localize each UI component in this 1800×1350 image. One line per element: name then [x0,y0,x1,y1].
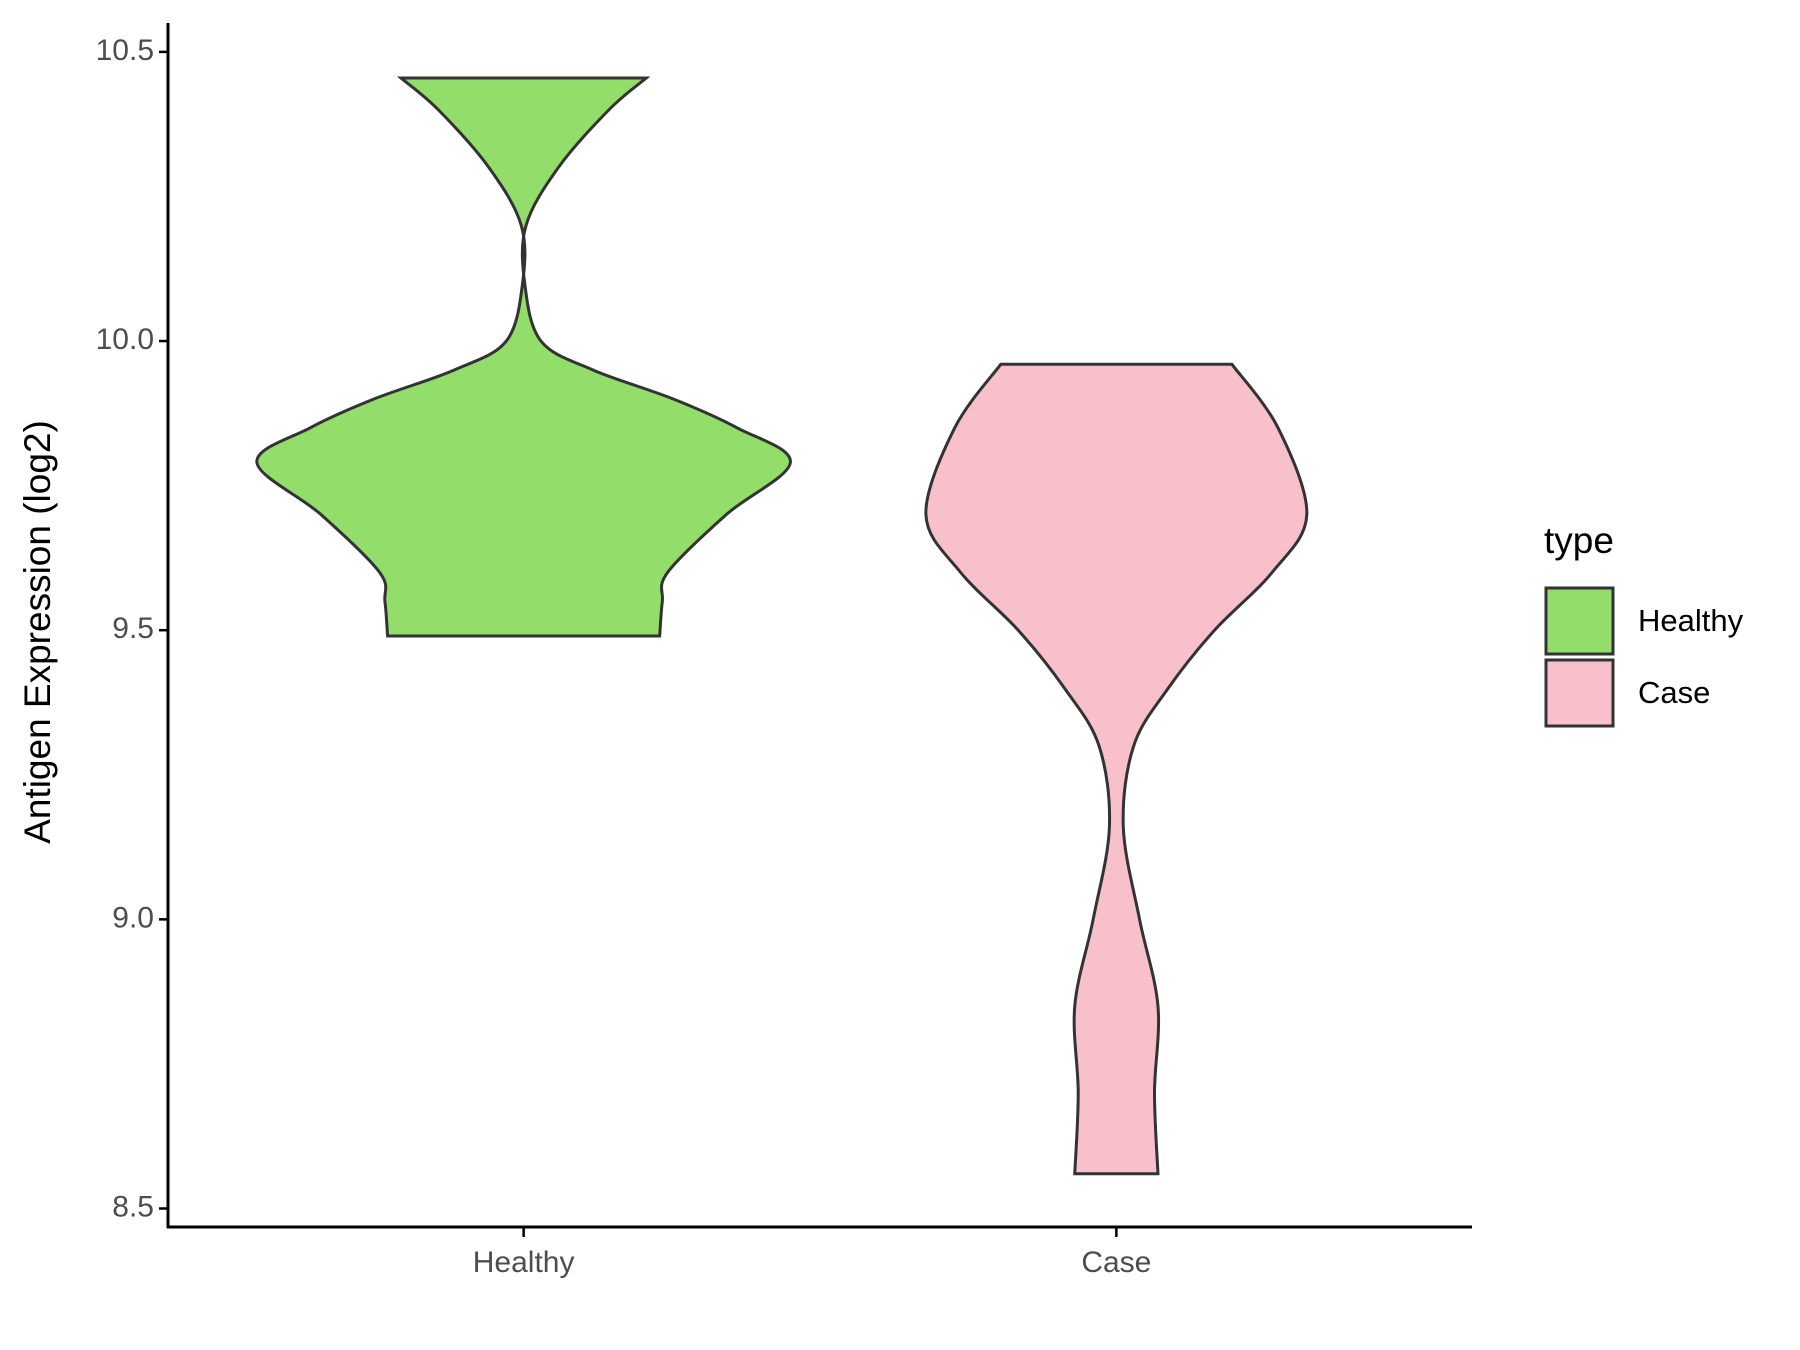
y-tick-label: 9.5 [112,612,154,645]
y-tick-label: 8.5 [112,1190,154,1223]
violin [255,76,792,638]
legend-label: Healthy [1638,603,1744,638]
legend-title: type [1544,520,1614,561]
y-tick-label: 10.0 [96,323,154,356]
violin [924,362,1309,1176]
y-axis-title: Antigen Expression (log2) [17,420,58,844]
x-tick-label: Healthy [473,1246,575,1279]
legend-key [1544,658,1615,728]
y-tick-label: 9.0 [112,901,154,934]
legend-key [1544,586,1615,656]
y-tick-label: 10.5 [96,34,154,67]
x-tick-label: Case [1081,1246,1151,1279]
legend-label: Case [1638,675,1710,710]
